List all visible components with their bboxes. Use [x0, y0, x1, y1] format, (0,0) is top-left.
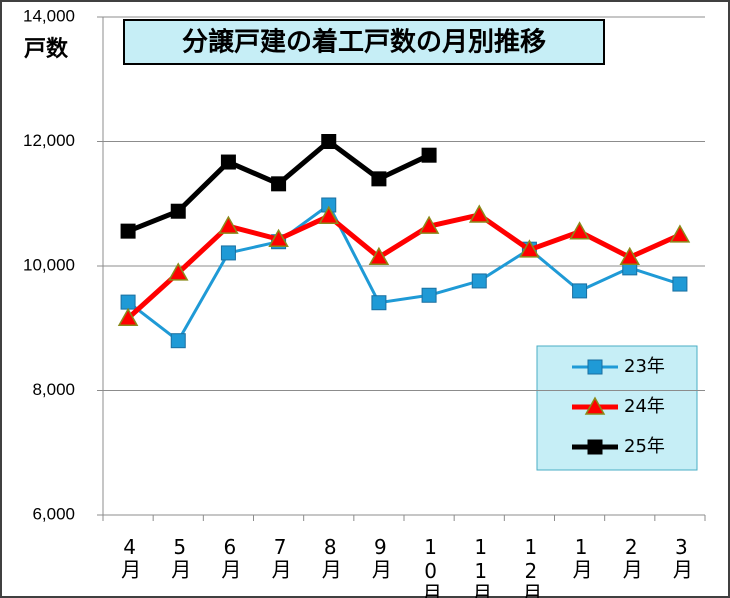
x-tick-label: 3月 [669, 535, 693, 579]
data-point [170, 333, 186, 349]
x-tick-label: 2月 [619, 535, 643, 579]
data-point [321, 134, 337, 149]
y-tick-label: 14,000 [23, 6, 75, 25]
data-point [368, 246, 390, 266]
data-point [421, 147, 437, 163]
data-point [572, 283, 588, 299]
series-line [127, 203, 681, 343]
data-point [371, 171, 387, 187]
data-point [569, 221, 590, 240]
data-point [268, 228, 289, 247]
data-point [218, 215, 239, 234]
x-tick-label: 1月 [569, 535, 593, 579]
x-tick-label: 10月 [419, 535, 443, 598]
data-point [170, 203, 186, 219]
legend-label: 24年 [624, 396, 665, 417]
data-point [318, 205, 340, 224]
x-tick-label: 11月 [469, 535, 493, 598]
x-tick-label: 5月 [168, 535, 192, 579]
data-point [471, 273, 487, 289]
x-tick-label: 4月 [118, 535, 142, 579]
x-tick-label: 6月 [218, 535, 242, 579]
data-point [271, 176, 287, 192]
x-tick-label: 7月 [268, 535, 292, 579]
chart-title: 分譲戸建の着工戸数の月別推移 [182, 27, 546, 58]
y-tick-label: 12,000 [23, 131, 75, 150]
data-point [672, 276, 688, 292]
data-point [468, 204, 490, 223]
y-axis-label: 戸数 [24, 36, 69, 62]
data-point [669, 224, 691, 243]
x-tick-label: 8月 [318, 535, 342, 579]
data-point [120, 223, 136, 239]
y-tick-label: 8,000 [32, 380, 75, 399]
data-point [120, 294, 136, 310]
data-point [117, 307, 139, 327]
data-point [421, 287, 437, 303]
data-point [371, 295, 387, 311]
data-point [220, 245, 236, 261]
legend-marker [587, 359, 603, 375]
x-tick-label: 12月 [519, 535, 543, 598]
legend-label: 25年 [624, 436, 665, 457]
x-tick-label: 9月 [368, 535, 392, 579]
legend-marker [584, 396, 606, 415]
title-box [123, 19, 605, 65]
data-point [220, 154, 236, 170]
data-point [619, 246, 641, 266]
data-point [519, 239, 540, 258]
series-line [126, 212, 681, 321]
data-point [167, 262, 189, 281]
y-tick-label: 10,000 [23, 255, 75, 274]
legend-marker [587, 439, 603, 455]
legend-label: 23年 [624, 356, 665, 377]
data-point [418, 215, 440, 234]
y-tick-label: 6,000 [32, 504, 75, 523]
